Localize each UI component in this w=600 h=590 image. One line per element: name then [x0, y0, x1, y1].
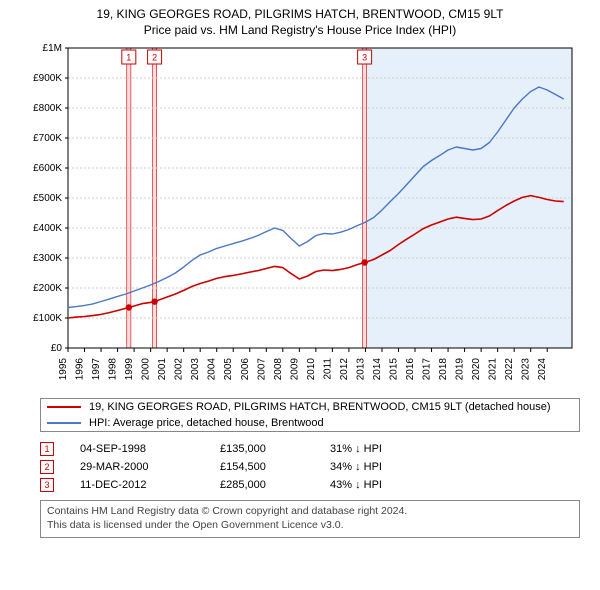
svg-text:2012: 2012 — [339, 358, 350, 381]
svg-text:2019: 2019 — [455, 358, 466, 381]
svg-text:£100K: £100K — [33, 313, 62, 324]
transaction-delta: 43% ↓ HPI — [330, 479, 450, 491]
svg-text:2002: 2002 — [174, 358, 185, 381]
footer-line-1: Contains HM Land Registry data © Crown c… — [47, 505, 573, 519]
svg-text:3: 3 — [362, 53, 367, 63]
svg-text:2009: 2009 — [289, 358, 300, 381]
transaction-row: 2 29-MAR-2000£154,50034% ↓ HPI — [40, 458, 580, 476]
svg-text:2014: 2014 — [372, 358, 383, 381]
transaction-date: 11-DEC-2012 — [80, 479, 220, 491]
svg-text:1: 1 — [126, 53, 131, 63]
svg-text:2015: 2015 — [388, 358, 399, 381]
svg-text:2021: 2021 — [488, 358, 499, 381]
transaction-date: 04-SEP-1998 — [80, 443, 220, 455]
svg-text:2023: 2023 — [521, 358, 532, 381]
svg-text:2020: 2020 — [471, 358, 482, 381]
svg-text:2018: 2018 — [438, 358, 449, 381]
svg-text:£800K: £800K — [33, 103, 62, 114]
footer-attribution: Contains HM Land Registry data © Crown c… — [40, 500, 580, 537]
chart-container: £0 £100K £200K £300K £400K £500K £600K £700K £80… — [20, 42, 580, 392]
transaction-delta: 34% ↓ HPI — [330, 461, 450, 473]
svg-text:£400K: £400K — [33, 223, 62, 234]
svg-text:2016: 2016 — [405, 358, 416, 381]
chart-title-block: 19, KING GEORGES ROAD, PILGRIMS HATCH, B… — [0, 0, 600, 38]
legend-row: HPI: Average price, detached house, Bren… — [41, 415, 579, 431]
title-line-1: 19, KING GEORGES ROAD, PILGRIMS HATCH, B… — [0, 6, 600, 22]
svg-text:2005: 2005 — [223, 358, 234, 381]
svg-text:2022: 2022 — [504, 358, 515, 381]
svg-text:2017: 2017 — [422, 358, 433, 381]
svg-text:1999: 1999 — [124, 358, 135, 381]
transaction-price: £154,500 — [220, 461, 330, 473]
transaction-delta: 31% ↓ HPI — [330, 443, 450, 455]
transaction-price: £285,000 — [220, 479, 330, 491]
svg-text:1998: 1998 — [108, 358, 119, 381]
transaction-marker: 2 — [40, 460, 54, 474]
svg-text:2007: 2007 — [256, 358, 267, 381]
svg-text:2004: 2004 — [207, 358, 218, 381]
svg-text:2011: 2011 — [322, 358, 333, 380]
svg-text:£500K: £500K — [33, 193, 62, 204]
svg-text:1997: 1997 — [91, 358, 102, 381]
svg-text:£600K: £600K — [33, 163, 62, 174]
legend-label: 19, KING GEORGES ROAD, PILGRIMS HATCH, B… — [89, 401, 551, 413]
legend-swatch — [47, 422, 81, 424]
svg-text:2006: 2006 — [240, 358, 251, 381]
svg-text:£900K: £900K — [33, 73, 62, 84]
transaction-marker: 3 — [40, 478, 54, 492]
svg-text:2008: 2008 — [273, 358, 284, 381]
svg-text:2001: 2001 — [157, 358, 168, 381]
svg-text:2003: 2003 — [190, 358, 201, 381]
svg-text:1996: 1996 — [75, 358, 86, 381]
legend-box: 19, KING GEORGES ROAD, PILGRIMS HATCH, B… — [40, 398, 580, 432]
transaction-row: 3 11-DEC-2012£285,00043% ↓ HPI — [40, 476, 580, 494]
svg-text:1995: 1995 — [58, 358, 69, 381]
chart-svg: £0 £100K £200K £300K £400K £500K £600K £700K £80… — [20, 42, 580, 392]
svg-text:2010: 2010 — [306, 358, 317, 381]
transaction-price: £135,000 — [220, 443, 330, 455]
legend-swatch — [47, 406, 81, 408]
transaction-marker: 1 — [40, 442, 54, 456]
svg-text:£1M: £1M — [43, 43, 62, 54]
svg-text:£300K: £300K — [33, 253, 62, 264]
transaction-row: 1 04-SEP-1998£135,00031% ↓ HPI — [40, 440, 580, 458]
legend-row: 19, KING GEORGES ROAD, PILGRIMS HATCH, B… — [41, 399, 579, 415]
svg-text:2000: 2000 — [141, 358, 152, 381]
transaction-date: 29-MAR-2000 — [80, 461, 220, 473]
title-line-2: Price paid vs. HM Land Registry's House … — [0, 22, 600, 38]
transactions-table: 1 04-SEP-1998£135,00031% ↓ HPI 2 29-MAR-200… — [40, 440, 580, 494]
svg-text:2013: 2013 — [355, 358, 366, 381]
legend-label: HPI: Average price, detached house, Bren… — [89, 417, 324, 429]
footer-line-2: This data is licensed under the Open Gov… — [47, 519, 573, 533]
svg-text:2024: 2024 — [537, 358, 548, 381]
svg-text:£200K: £200K — [33, 283, 62, 294]
svg-text:£700K: £700K — [33, 133, 62, 144]
svg-text:£0: £0 — [51, 343, 63, 354]
svg-text:2: 2 — [152, 53, 157, 63]
